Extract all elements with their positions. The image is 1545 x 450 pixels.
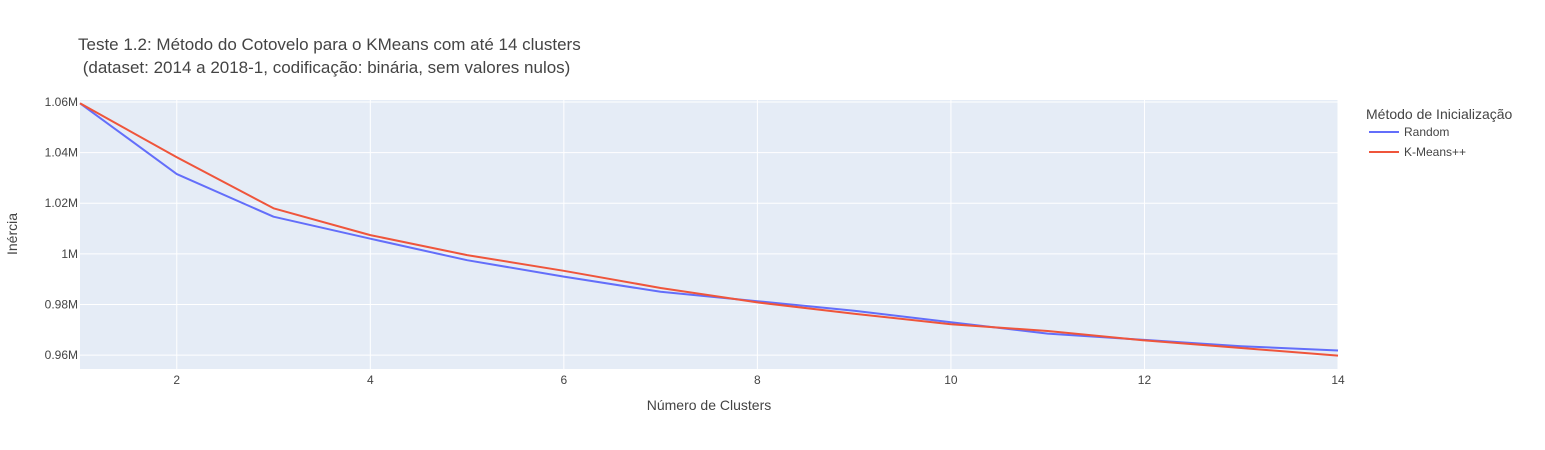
x-tick-label: 2 (173, 373, 180, 387)
series-lines (79, 102, 1339, 357)
x-tick-label: 10 (944, 373, 958, 387)
legend-label: Random (1404, 125, 1449, 139)
x-tick-label: 8 (754, 373, 761, 387)
y-axis-ticks: 0.96M 0.98M 1M 1.02M 1.04M 1.06M (45, 95, 78, 362)
x-tick-label: 4 (367, 373, 374, 387)
legend-title: Método de Inicialização (1366, 106, 1513, 122)
y-tick-label: 0.96M (45, 348, 78, 362)
x-tick-label: 6 (561, 373, 568, 387)
plot-area (80, 100, 1338, 369)
y-axis-title: Inércia (4, 213, 20, 255)
legend-item-random[interactable]: Random (1369, 125, 1449, 139)
y-tick-label: 1M (61, 247, 78, 261)
y-tick-label: 0.98M (45, 297, 78, 311)
chart-title-line-2: (dataset: 2014 a 2018-1, codificação: bi… (78, 58, 570, 77)
x-gridlines (176, 100, 1339, 369)
legend-label: K-Means++ (1404, 145, 1466, 159)
legend[interactable]: Método de Inicialização Random K-Means++ (1366, 106, 1513, 159)
series-line-k-means (79, 102, 1339, 357)
x-tick-label: 14 (1331, 373, 1345, 387)
legend-items: Random K-Means++ (1369, 125, 1466, 159)
y-tick-label: 1.04M (45, 146, 78, 160)
y-tick-label: 1.06M (45, 95, 78, 109)
chart-title-line-1: Teste 1.2: Método do Cotovelo para o KMe… (78, 35, 581, 54)
chart-title: Teste 1.2: Método do Cotovelo para o KMe… (78, 35, 581, 77)
y-gridlines (80, 101, 1338, 356)
x-axis-title: Número de Clusters (647, 397, 772, 413)
x-axis-ticks: 2 4 6 8 10 12 14 (173, 373, 1345, 387)
x-tick-label: 12 (1138, 373, 1152, 387)
legend-item-k-means[interactable]: K-Means++ (1369, 145, 1466, 159)
y-tick-label: 1.02M (45, 196, 78, 210)
